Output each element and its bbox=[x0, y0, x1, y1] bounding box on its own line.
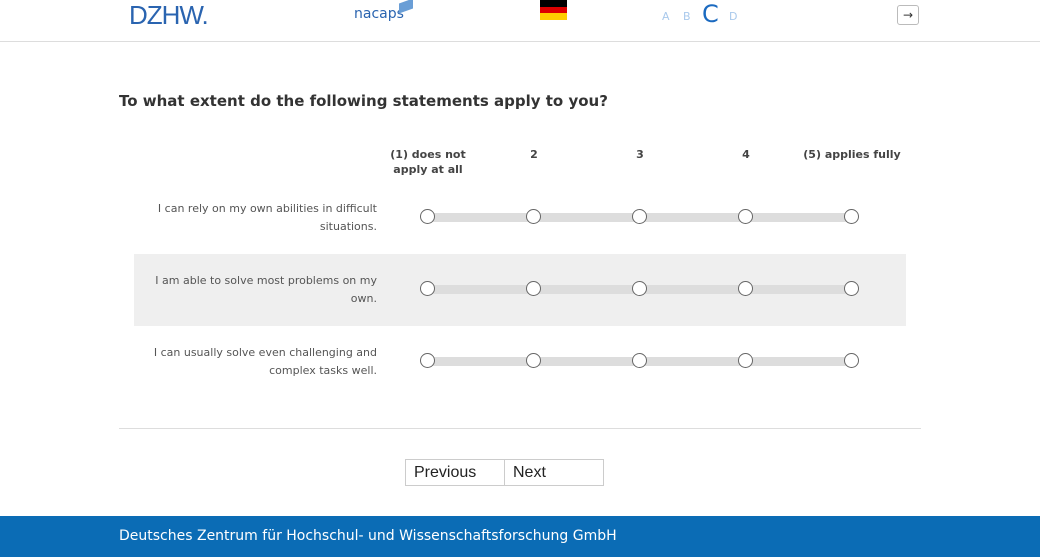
scale-header-4: 4 bbox=[742, 148, 750, 161]
divider bbox=[119, 428, 921, 429]
scale-header-2: 2 bbox=[530, 148, 538, 161]
radio-option-3[interactable] bbox=[632, 281, 647, 296]
radio-option-2[interactable] bbox=[526, 209, 541, 224]
font-size-a[interactable]: A bbox=[662, 10, 670, 23]
item-label: I can rely on my own abilities in diffic… bbox=[157, 202, 377, 233]
radio-option-1[interactable] bbox=[420, 281, 435, 296]
font-size-d[interactable]: D bbox=[729, 10, 738, 23]
scale-header-3: 3 bbox=[636, 148, 644, 161]
font-size-c[interactable]: C bbox=[702, 0, 719, 28]
radio-option-2[interactable] bbox=[526, 353, 541, 368]
radio-option-4[interactable] bbox=[738, 353, 753, 368]
previous-button[interactable]: Previous bbox=[405, 459, 505, 486]
exit-button[interactable]: → bbox=[897, 5, 919, 25]
radio-option-3[interactable] bbox=[632, 209, 647, 224]
font-size-b[interactable]: B bbox=[683, 10, 691, 23]
radio-option-4[interactable] bbox=[738, 209, 753, 224]
dzhw-logo[interactable]: DZHW. bbox=[129, 0, 209, 30]
question-title: To what extent do the following statemen… bbox=[119, 92, 608, 110]
footer: Deutsches Zentrum für Hochschul- und Wis… bbox=[0, 516, 1040, 557]
item-label: I am able to solve most problems on my o… bbox=[155, 274, 377, 305]
radio-option-2[interactable] bbox=[526, 281, 541, 296]
scale-header-5: (5) applies fully bbox=[803, 148, 901, 161]
exit-icon: → bbox=[902, 8, 914, 22]
next-button[interactable]: Next bbox=[504, 459, 604, 486]
scale-header-1: (1) does not apply at all bbox=[390, 148, 466, 176]
radio-option-5[interactable] bbox=[844, 353, 859, 368]
item-label: I can usually solve even challenging and… bbox=[153, 346, 377, 377]
header bbox=[0, 0, 1040, 42]
radio-option-4[interactable] bbox=[738, 281, 753, 296]
radio-option-3[interactable] bbox=[632, 353, 647, 368]
radio-option-1[interactable] bbox=[420, 353, 435, 368]
radio-option-5[interactable] bbox=[844, 209, 859, 224]
german-flag-language-button[interactable] bbox=[540, 0, 567, 21]
radio-option-5[interactable] bbox=[844, 281, 859, 296]
nacaps-logo[interactable]: nacaps bbox=[354, 6, 404, 22]
radio-option-1[interactable] bbox=[420, 209, 435, 224]
